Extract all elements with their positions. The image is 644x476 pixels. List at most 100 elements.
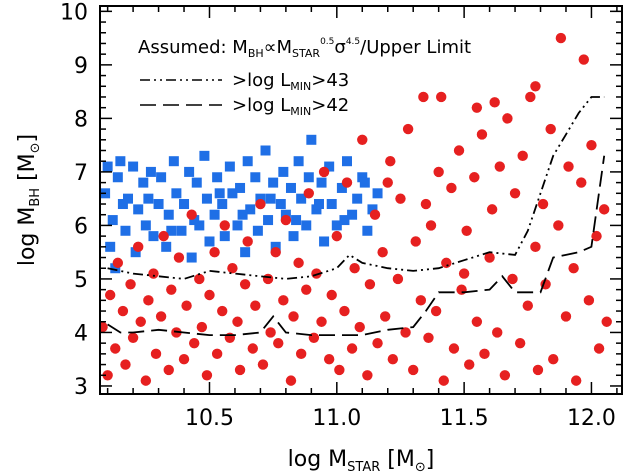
x-axis-label: log MSTAR [M⊙] bbox=[288, 447, 435, 475]
data-point-circle bbox=[194, 273, 205, 285]
data-point-square bbox=[179, 199, 190, 210]
data-point-square bbox=[311, 204, 322, 215]
data-point-square bbox=[316, 177, 327, 188]
data-point-circle bbox=[576, 177, 587, 188]
data-point-square bbox=[194, 220, 205, 231]
data-point-circle bbox=[400, 327, 411, 338]
data-point-circle bbox=[499, 370, 511, 381]
data-point-square bbox=[133, 204, 144, 215]
data-point-square bbox=[265, 193, 276, 204]
legend-label-42: >log LMIN>42 bbox=[232, 95, 349, 118]
data-point-circle bbox=[486, 204, 498, 215]
data-point-square bbox=[291, 215, 302, 226]
data-point-square bbox=[250, 172, 261, 183]
data-point-square bbox=[227, 188, 238, 199]
data-point-circle bbox=[425, 220, 437, 231]
data-point-circle bbox=[201, 370, 213, 381]
data-point-circle bbox=[530, 81, 541, 92]
data-point-circle bbox=[204, 289, 215, 301]
data-point-circle bbox=[117, 305, 129, 317]
data-point-square bbox=[326, 199, 337, 210]
legend: >log LMIN>43 >log LMIN>42 bbox=[140, 70, 349, 118]
data-point-circle bbox=[189, 337, 200, 349]
y-tick-label: 10 bbox=[60, 0, 88, 25]
data-point-square bbox=[270, 241, 281, 252]
data-point-square bbox=[112, 172, 123, 183]
data-point-circle bbox=[578, 54, 590, 65]
data-point-square bbox=[212, 172, 223, 183]
data-point-square bbox=[217, 199, 228, 210]
data-point-square bbox=[224, 161, 235, 172]
data-point-square bbox=[153, 199, 164, 210]
legend-label-43: >log LMIN>43 bbox=[232, 70, 349, 93]
data-point-circle bbox=[392, 273, 404, 285]
data-point-circle bbox=[568, 263, 579, 274]
data-point-square bbox=[278, 166, 289, 177]
data-point-circle bbox=[492, 327, 503, 338]
data-point-circle bbox=[262, 273, 274, 285]
data-point-circle bbox=[166, 284, 177, 295]
data-point-square bbox=[214, 188, 225, 199]
plot-frame bbox=[99, 5, 623, 395]
data-point-square bbox=[110, 263, 121, 274]
data-point-square bbox=[128, 161, 139, 172]
data-point-square bbox=[263, 215, 274, 226]
data-point-square bbox=[285, 182, 296, 193]
data-point-circle bbox=[591, 230, 602, 242]
data-point-circle bbox=[224, 332, 236, 344]
y-tick-label: 6 bbox=[74, 214, 88, 239]
data-point-circle bbox=[173, 252, 185, 263]
data-point-circle bbox=[494, 161, 505, 172]
data-point-square bbox=[107, 215, 118, 226]
data-point-square bbox=[102, 161, 113, 172]
data-point-circle bbox=[148, 268, 159, 279]
data-point-circle bbox=[100, 321, 108, 333]
data-point-circle bbox=[433, 166, 444, 178]
data-point-circle bbox=[362, 370, 373, 381]
data-point-circle bbox=[458, 268, 470, 279]
data-point-circle bbox=[537, 198, 549, 210]
data-point-circle bbox=[560, 311, 572, 322]
y-tick-label: 9 bbox=[74, 54, 88, 79]
data-point-circle bbox=[155, 311, 167, 322]
y-tick-label: 4 bbox=[74, 321, 88, 346]
data-point-circle bbox=[563, 161, 574, 172]
data-point-circle bbox=[441, 257, 452, 269]
data-point-circle bbox=[410, 236, 421, 247]
data-point-circle bbox=[255, 198, 266, 210]
data-point-square bbox=[362, 225, 373, 236]
data-point-circle bbox=[196, 321, 208, 333]
data-point-circle bbox=[227, 263, 238, 274]
data-point-circle bbox=[285, 375, 297, 386]
data-point-circle bbox=[514, 337, 526, 349]
data-point-circle bbox=[364, 279, 376, 290]
data-point-square bbox=[255, 193, 266, 204]
data-point-circle bbox=[453, 145, 465, 156]
data-point-square bbox=[319, 236, 330, 247]
data-point-circle bbox=[395, 193, 406, 204]
data-point-circle bbox=[436, 91, 447, 103]
data-point-circle bbox=[318, 166, 330, 178]
data-point-circle bbox=[408, 364, 419, 376]
data-point-circle bbox=[372, 337, 383, 349]
chart-annotation: Assumed: MBH∝MSTAR0.5σ4.5/Upper Limit bbox=[138, 37, 471, 60]
x-tick-label: 10.5 bbox=[185, 406, 234, 431]
data-point-circle bbox=[288, 311, 299, 322]
y-tick-label: 7 bbox=[74, 161, 88, 186]
data-point-circle bbox=[415, 295, 427, 306]
data-point-circle bbox=[530, 241, 541, 253]
data-point-square bbox=[219, 231, 230, 242]
data-point-circle bbox=[143, 295, 154, 306]
data-point-circle bbox=[517, 150, 528, 162]
data-point-square bbox=[347, 209, 358, 220]
data-point-circle bbox=[181, 300, 192, 311]
data-point-square bbox=[331, 220, 342, 231]
data-point-square bbox=[367, 204, 378, 215]
data-point-circle bbox=[110, 343, 121, 354]
data-point-circle bbox=[349, 263, 360, 274]
y-axis-label: log MBH [M⊙] bbox=[15, 134, 43, 266]
data-point-circle bbox=[377, 246, 388, 258]
curve-lmin-43 bbox=[107, 96, 605, 280]
data-point-circle bbox=[163, 364, 174, 376]
data-point-square bbox=[123, 193, 134, 204]
